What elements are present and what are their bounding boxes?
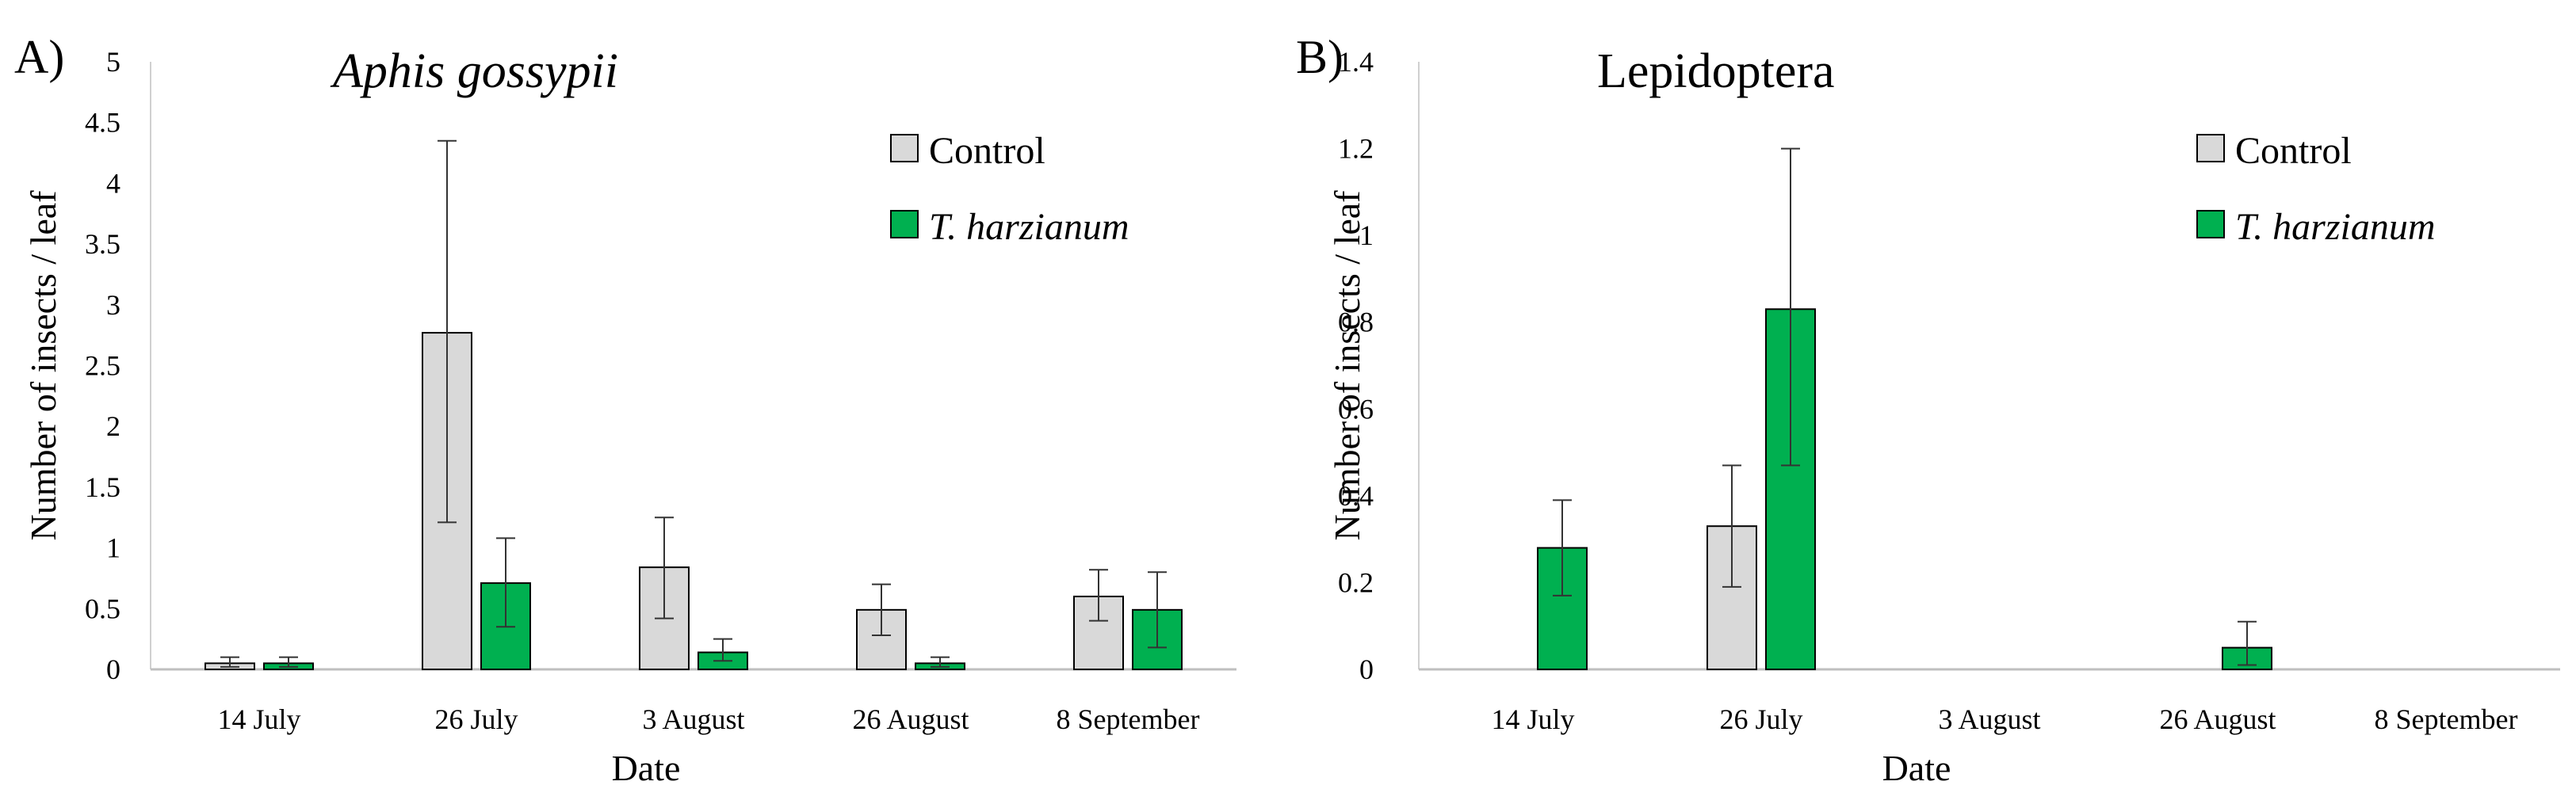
y-tick-label: 4.5: [85, 107, 120, 139]
legend-swatch-control: [2196, 134, 2225, 162]
y-tick-label: 0.2: [1338, 566, 1374, 598]
y-axis-title: Number of insects / leaf: [23, 190, 63, 541]
panel-label: A): [14, 31, 64, 83]
error-bar: [1781, 147, 1800, 467]
legend-label-control: Control: [2235, 130, 2352, 172]
legend-label-t-harzianum: T. harzianum: [929, 206, 1129, 248]
x-tick-label: 26 August: [852, 703, 969, 735]
chart-title: Lepidoptera: [1597, 44, 1835, 98]
x-tick-label: 14 July: [217, 703, 300, 735]
x-tick-label: 26 July: [434, 703, 518, 735]
error-bar: [438, 139, 457, 524]
y-tick-label: 1: [1359, 219, 1374, 251]
legend: Control T. harzianum: [2196, 130, 2436, 248]
x-tick-label: 26 July: [1719, 703, 1802, 735]
y-tick-label: 1.5: [85, 471, 120, 503]
x-axis-title: Date: [612, 748, 681, 788]
y-tick-label: 5: [106, 46, 120, 78]
y-tick-label: 1.4: [1338, 46, 1374, 78]
y-tick-label: 1.2: [1338, 133, 1374, 165]
error-bar: [1722, 464, 1741, 588]
legend-label-control: Control: [929, 130, 1045, 172]
error-bar: [655, 516, 674, 619]
y-tick-label: 3: [106, 289, 120, 321]
y-tick-label: 3.5: [85, 228, 120, 260]
chart-panel-b: B) Lepidoptera 0 0.2 0.4 0.6 0.8 1 1.2 1.4 Number …: [1296, 31, 2560, 788]
x-tick-label: 14 July: [1491, 703, 1574, 735]
error-bar: [2238, 620, 2257, 666]
y-tick-label: 0: [1359, 654, 1374, 685]
x-tick-label: 26 August: [2159, 703, 2276, 735]
y-tick-label: 0.5: [85, 593, 120, 624]
legend-swatch-t-harzianum: [890, 210, 919, 238]
x-tick-label: 8 September: [2375, 703, 2518, 735]
legend: Control T. harzianum: [890, 130, 1129, 248]
error-bar: [279, 656, 298, 668]
y-axis-title: Number of insects / leaf: [1327, 190, 1367, 541]
legend-label-t-harzianum: T. harzianum: [2235, 206, 2436, 248]
chart-title: Aphis gossypii: [330, 44, 618, 98]
y-tick-label: 0: [106, 654, 120, 685]
legend-swatch-control: [890, 134, 919, 162]
y-tick-label: 0.8: [1338, 307, 1374, 338]
y-tick-label: 4: [106, 167, 120, 199]
chart-panel-a: A) Aphis gossypii 0 0.5 1 1.5 2 2.5 3 3.5 4 4.5 5 Num…: [14, 31, 1236, 788]
x-tick-label: 8 September: [1057, 703, 1200, 735]
error-bar: [872, 583, 891, 637]
y-tick-label: 1: [106, 532, 120, 564]
error-bar: [496, 537, 515, 628]
error-bar: [1148, 571, 1167, 649]
error-bar: [220, 656, 239, 668]
y-tick-label: 2.5: [85, 350, 120, 382]
y-tick-label: 2: [106, 410, 120, 442]
error-bar: [1089, 569, 1108, 622]
panel-label: B): [1296, 31, 1343, 83]
x-axis-title: Date: [1882, 748, 1951, 788]
x-tick-label: 3 August: [1938, 703, 2040, 735]
y-tick-label: 0.4: [1338, 480, 1374, 512]
x-tick-label: 3 August: [642, 703, 744, 735]
legend-swatch-t-harzianum: [2196, 210, 2225, 238]
y-tick-label: 0.6: [1338, 393, 1374, 425]
error-bar: [713, 638, 732, 662]
error-bar: [931, 656, 950, 668]
error-bar: [1553, 499, 1572, 596]
